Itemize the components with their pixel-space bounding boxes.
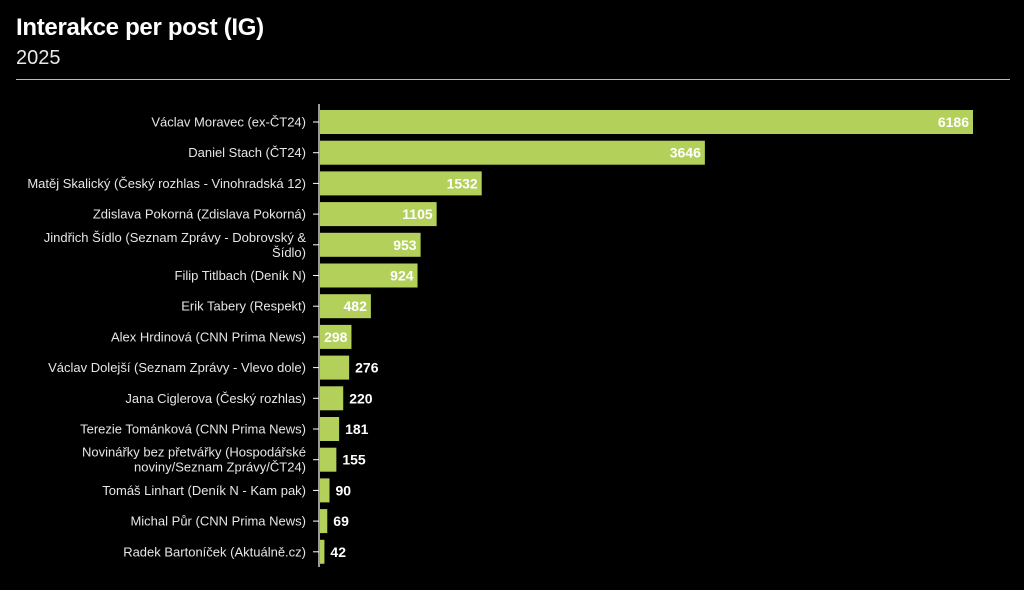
data-label: 155 <box>342 452 366 468</box>
bar <box>320 232 421 257</box>
category-label: noviny/Seznam Zprávy/ČT24) <box>134 460 306 475</box>
category-label: Zdislava Pokorná (Zdislava Pokorná) <box>93 207 306 222</box>
category-label: Tomáš Linhart (Deník N - Kam pak) <box>102 483 306 498</box>
data-label: 482 <box>344 298 368 314</box>
category-label: Erik Tabery (Respekt) <box>181 299 306 314</box>
category-label: Michal Půr (CNN Prima News) <box>130 514 306 529</box>
data-label: 924 <box>390 268 414 284</box>
bar <box>320 478 330 503</box>
bar <box>320 110 973 134</box>
category-label: Radek Bartoníček (Aktuálně.cz) <box>123 544 306 559</box>
category-label: Šídlo) <box>272 245 306 260</box>
data-label: 1105 <box>402 206 433 222</box>
data-label: 3646 <box>670 145 701 161</box>
bar <box>320 171 482 196</box>
data-label: 1532 <box>447 175 478 191</box>
category-label: Jindřich Šídlo (Seznam Zprávy - Dobrovsk… <box>44 230 307 245</box>
chart-subtitle: 2025 <box>16 47 61 69</box>
bar <box>320 447 337 472</box>
title-divider <box>16 79 1010 80</box>
category-label: Terezie Tománková (CNN Prima News) <box>80 422 306 437</box>
bar <box>320 140 705 165</box>
data-label: 276 <box>355 360 379 376</box>
bar <box>320 324 352 349</box>
bar <box>320 386 344 411</box>
category-label: Matěj Skalický (Český rozhlas - Vinohrad… <box>27 176 306 191</box>
data-label: 953 <box>393 237 417 253</box>
category-label: Novinářky bez přetvářky (Hospodářské <box>82 445 306 460</box>
data-label: 90 <box>336 482 352 498</box>
bar <box>320 509 328 534</box>
bar <box>320 539 325 564</box>
bar <box>320 417 340 441</box>
data-label: 69 <box>333 513 349 529</box>
data-label: 220 <box>349 390 373 406</box>
data-label: 298 <box>324 329 348 345</box>
bar <box>320 355 350 380</box>
bar <box>320 263 418 288</box>
data-label: 6186 <box>938 114 969 130</box>
data-label: 181 <box>345 421 369 437</box>
category-label: Alex Hrdinová (CNN Prima News) <box>111 329 306 344</box>
category-label: Filip Titlbach (Deník N) <box>175 268 306 283</box>
category-label: Daniel Stach (ČT24) <box>188 145 306 160</box>
category-label: Václav Moravec (ex-ČT24) <box>151 115 306 130</box>
bar <box>320 294 371 319</box>
category-label: Václav Dolejší (Seznam Zprávy - Vlevo do… <box>48 360 306 375</box>
data-label: 42 <box>330 544 346 560</box>
chart-title: Interakce per post (IG) <box>16 14 264 41</box>
category-label: Jana Ciglerova (Český rozhlas) <box>125 391 306 406</box>
bar <box>320 202 437 227</box>
